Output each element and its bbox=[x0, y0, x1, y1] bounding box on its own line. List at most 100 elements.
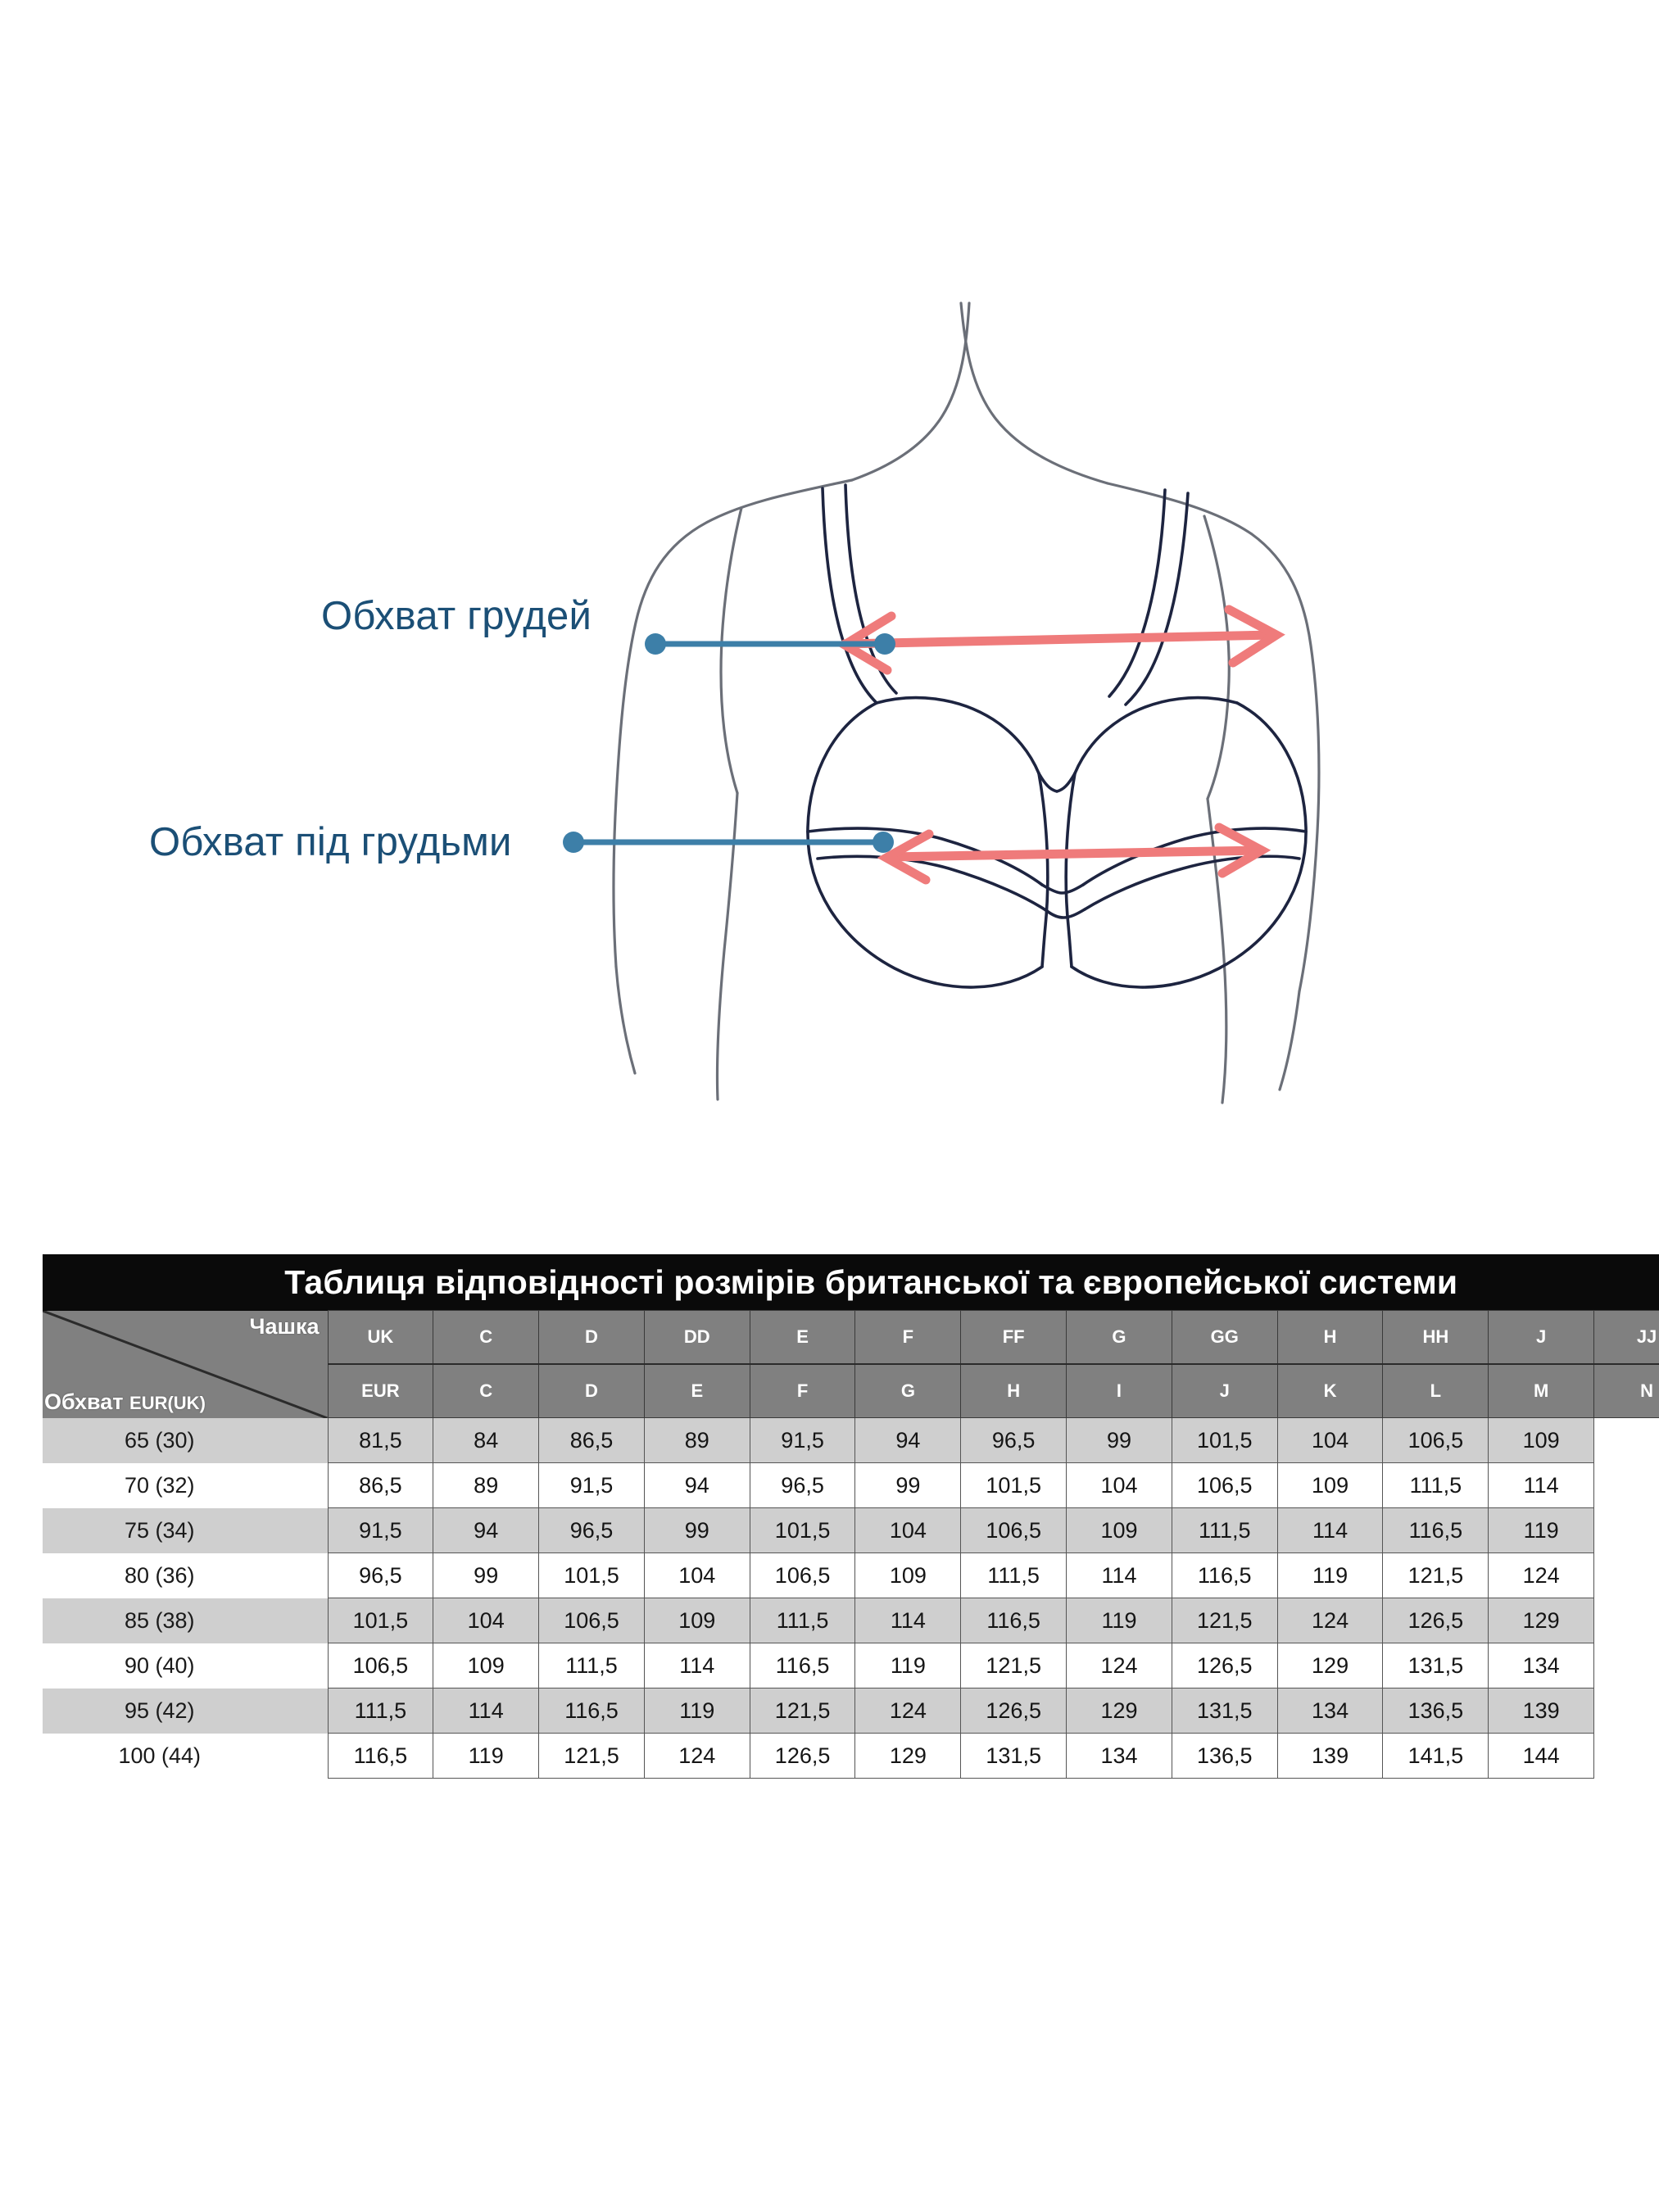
table-body: 65 (30) 81,5 84 86,5 89 91,5 94 96,5 99 … bbox=[43, 1417, 1659, 1779]
table-cell: 101,5 bbox=[749, 1507, 856, 1553]
header-eur-cup: D bbox=[538, 1363, 645, 1418]
table-cell: 114 bbox=[1488, 1462, 1595, 1508]
table-row: 85 (38) 101,5 104 106,5 109 111,5 114 11… bbox=[43, 1598, 1659, 1643]
table-cell: 89 bbox=[433, 1462, 540, 1508]
table-cell: 119 bbox=[1066, 1598, 1172, 1643]
header-uk-cup: FF bbox=[960, 1310, 1067, 1365]
table-cell: 99 bbox=[854, 1462, 962, 1508]
table-cell: 109 bbox=[854, 1552, 962, 1598]
bust-leader-line bbox=[645, 633, 895, 655]
header-uk-cup: J bbox=[1488, 1310, 1595, 1365]
table-cell: 124 bbox=[854, 1688, 962, 1734]
leader-dot-icon bbox=[874, 633, 895, 655]
corner-band-label: Обхват EUR(UK) bbox=[44, 1389, 206, 1415]
body-outline bbox=[612, 301, 1321, 1104]
leader-dot-icon bbox=[873, 832, 894, 853]
table-cell: 116,5 bbox=[538, 1688, 645, 1734]
table-cell: 139 bbox=[1276, 1733, 1384, 1779]
corner-cell: Чашка Обхват EUR(UK) bbox=[43, 1310, 328, 1418]
table-cell: 111,5 bbox=[960, 1552, 1067, 1598]
table-cell: 81,5 bbox=[327, 1417, 434, 1463]
table-cell: 106,5 bbox=[1382, 1417, 1489, 1463]
table-cell: 136,5 bbox=[1382, 1688, 1489, 1734]
table-row: 80 (36) 96,5 99 101,5 104 106,5 109 111,… bbox=[43, 1552, 1659, 1598]
table-cell: 141,5 bbox=[1382, 1733, 1489, 1779]
table-cell: 104 bbox=[643, 1552, 750, 1598]
table-cell: 119 bbox=[643, 1688, 750, 1734]
table-cell: 106,5 bbox=[960, 1507, 1067, 1553]
table-cell: 104 bbox=[1066, 1462, 1172, 1508]
table-cell: 124 bbox=[643, 1733, 750, 1779]
table-title-row: Таблиця відповідності розмірів британськ… bbox=[43, 1254, 1659, 1311]
header-eur-cup: C bbox=[433, 1363, 540, 1418]
corner-band-label-units: EUR(UK) bbox=[129, 1392, 206, 1413]
table-cell: 124 bbox=[1488, 1552, 1595, 1598]
leader-dot-icon bbox=[563, 832, 584, 853]
table-cell: 99 bbox=[643, 1507, 750, 1553]
table-cell: 134 bbox=[1488, 1643, 1595, 1688]
table-cell: 96,5 bbox=[749, 1462, 856, 1508]
header-eur-cup: L bbox=[1382, 1363, 1489, 1418]
header-uk-cup: DD bbox=[643, 1310, 750, 1365]
table-cell: 119 bbox=[854, 1643, 962, 1688]
table-cell: 89 bbox=[643, 1417, 750, 1463]
table-cell: 101,5 bbox=[327, 1598, 434, 1643]
torso-diagram-svg bbox=[563, 301, 1321, 1104]
table-cell: 86,5 bbox=[538, 1417, 645, 1463]
table-cell: 134 bbox=[1276, 1688, 1384, 1734]
size-conversion-table: Таблиця відповідності розмірів британськ… bbox=[43, 1254, 1659, 1779]
bust-measure-arrow bbox=[836, 605, 1285, 675]
table-cell: 119 bbox=[1276, 1552, 1384, 1598]
table-title: Таблиця відповідності розмірів британськ… bbox=[43, 1254, 1659, 1311]
table-cell: 129 bbox=[854, 1733, 962, 1779]
table-row: 70 (32) 86,5 89 91,5 94 96,5 99 101,5 10… bbox=[43, 1462, 1659, 1508]
header-system-uk: UK bbox=[327, 1310, 434, 1365]
table-cell: 109 bbox=[1276, 1462, 1384, 1508]
table-cell: 111,5 bbox=[749, 1598, 856, 1643]
header-uk-cup: H bbox=[1276, 1310, 1384, 1365]
table-cell: 96,5 bbox=[327, 1552, 434, 1598]
table-cell: 106,5 bbox=[327, 1643, 434, 1688]
table-cell: 109 bbox=[1488, 1417, 1595, 1463]
table-cell: 86,5 bbox=[327, 1462, 434, 1508]
header-eur-cup: G bbox=[854, 1363, 962, 1418]
table-cell: 109 bbox=[433, 1643, 540, 1688]
underbust-leader-line bbox=[563, 832, 894, 853]
table-cell: 99 bbox=[1066, 1417, 1172, 1463]
table-cell: 91,5 bbox=[749, 1417, 856, 1463]
table-cell: 121,5 bbox=[538, 1733, 645, 1779]
header-uk-cup: C bbox=[433, 1310, 540, 1365]
header-eur-cup: F bbox=[749, 1363, 856, 1418]
row-band-label: 70 (32) bbox=[43, 1462, 328, 1508]
table-cell: 111,5 bbox=[1382, 1462, 1489, 1508]
header-uk-cup: GG bbox=[1171, 1310, 1278, 1365]
leader-dot-icon bbox=[645, 633, 666, 655]
table-cell: 106,5 bbox=[538, 1598, 645, 1643]
table-cell: 111,5 bbox=[327, 1688, 434, 1734]
table-cell: 91,5 bbox=[538, 1462, 645, 1508]
table-cell: 101,5 bbox=[538, 1552, 645, 1598]
row-band-label: 100 (44) bbox=[43, 1733, 328, 1779]
table-cell: 121,5 bbox=[1171, 1598, 1278, 1643]
table-cell: 114 bbox=[1066, 1552, 1172, 1598]
row-band-label: 75 (34) bbox=[43, 1507, 328, 1553]
table-cell: 106,5 bbox=[1171, 1462, 1278, 1508]
table-cell: 116,5 bbox=[327, 1733, 434, 1779]
table-cell: 114 bbox=[854, 1598, 962, 1643]
table-cell: 106,5 bbox=[749, 1552, 856, 1598]
table-row: 65 (30) 81,5 84 86,5 89 91,5 94 96,5 99 … bbox=[43, 1417, 1659, 1463]
table-cell: 94 bbox=[433, 1507, 540, 1553]
corner-band-label-main: Обхват bbox=[44, 1389, 130, 1414]
table-cell: 104 bbox=[1276, 1417, 1384, 1463]
table-cell: 131,5 bbox=[1382, 1643, 1489, 1688]
underbust-measurement-label: Обхват під грудьми bbox=[149, 820, 512, 864]
table-row: 90 (40) 106,5 109 111,5 114 116,5 119 12… bbox=[43, 1643, 1659, 1688]
table-cell: 124 bbox=[1276, 1598, 1384, 1643]
table-cell: 109 bbox=[1066, 1507, 1172, 1553]
table-cell: 99 bbox=[433, 1552, 540, 1598]
table-cell: 101,5 bbox=[960, 1462, 1067, 1508]
table-cell: 129 bbox=[1066, 1688, 1172, 1734]
header-uk-cup: F bbox=[854, 1310, 962, 1365]
table-cell: 121,5 bbox=[1382, 1552, 1489, 1598]
header-eur-cup: M bbox=[1488, 1363, 1595, 1418]
